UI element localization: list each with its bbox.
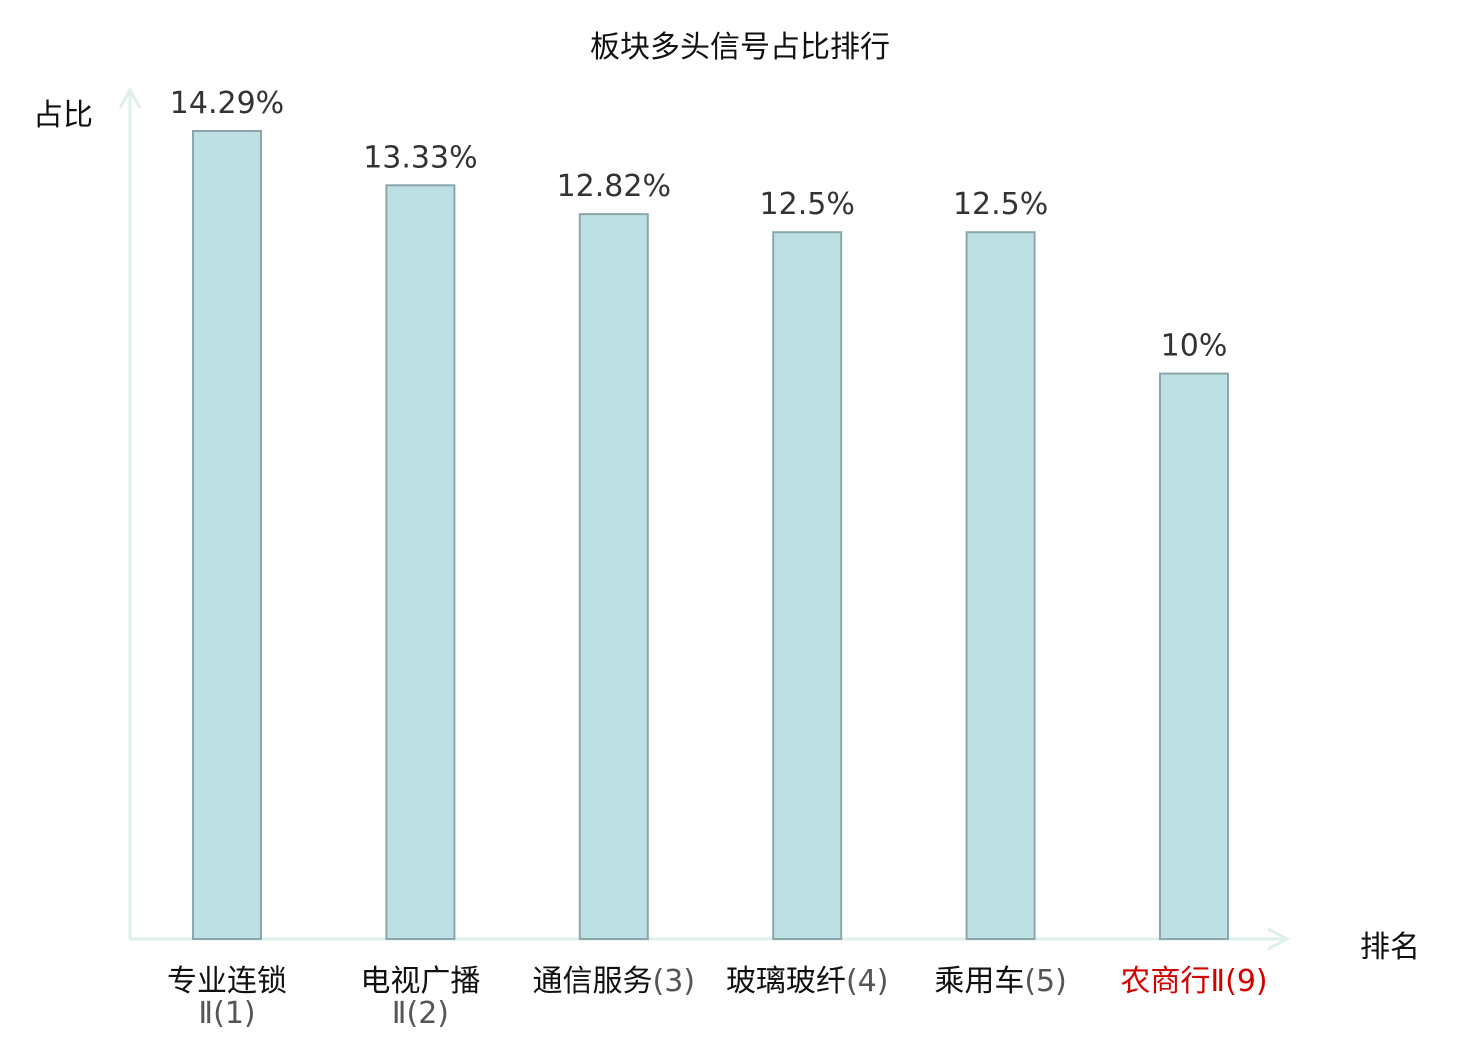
bar: [192, 130, 262, 940]
x-tick-rank: (4): [845, 964, 889, 999]
bar-value-label: 14.29%: [170, 86, 284, 121]
x-tick-rank: Ⅱ(9): [1210, 964, 1268, 999]
x-axis-label: 排名: [1360, 930, 1420, 965]
bar: [965, 231, 1036, 940]
x-tick-rank: (5): [1024, 964, 1067, 999]
x-tick-rank: Ⅱ(2): [391, 996, 450, 1031]
bar: [385, 184, 456, 940]
x-tick-label: 乘用车(5): [881, 966, 1121, 998]
x-tick-label: 专业连锁 Ⅱ(1): [127, 966, 327, 1030]
bar: [578, 213, 649, 940]
chart-title: 板块多头信号占比排行: [590, 30, 890, 65]
bar-value-label: 12.5%: [953, 187, 1048, 222]
y-axis-label: 占比: [33, 98, 93, 133]
y-axis-arrow-icon: [118, 86, 142, 109]
bar-value-label: 13.33%: [363, 140, 477, 175]
x-tick-rank: Ⅱ(1): [198, 996, 256, 1031]
x-tick-rank: (3): [652, 964, 696, 999]
x-axis-arrow-icon: [1267, 927, 1291, 951]
x-tick-label: 通信服务(3): [494, 966, 734, 998]
bar-value-label: 12.82%: [557, 169, 671, 204]
bar-value-label: 12.5%: [760, 187, 855, 222]
x-tick-name: 电视广播: [360, 964, 481, 999]
bar: [1159, 372, 1229, 940]
bar: [772, 231, 843, 940]
x-tick-name: 专业连锁: [167, 964, 287, 999]
x-tick-name: 农商行: [1120, 964, 1211, 999]
bar-value-label: 10%: [1161, 329, 1228, 364]
x-tick-name: 通信服务: [532, 964, 653, 999]
x-tick-label: 农商行Ⅱ(9): [1074, 966, 1314, 998]
x-tick-name: 玻璃玻纤: [725, 964, 846, 999]
x-tick-label: 电视广播 Ⅱ(2): [320, 966, 520, 1030]
x-tick-label: 玻璃玻纤(4): [687, 966, 927, 998]
x-tick-name: 乘用车: [934, 964, 1025, 999]
